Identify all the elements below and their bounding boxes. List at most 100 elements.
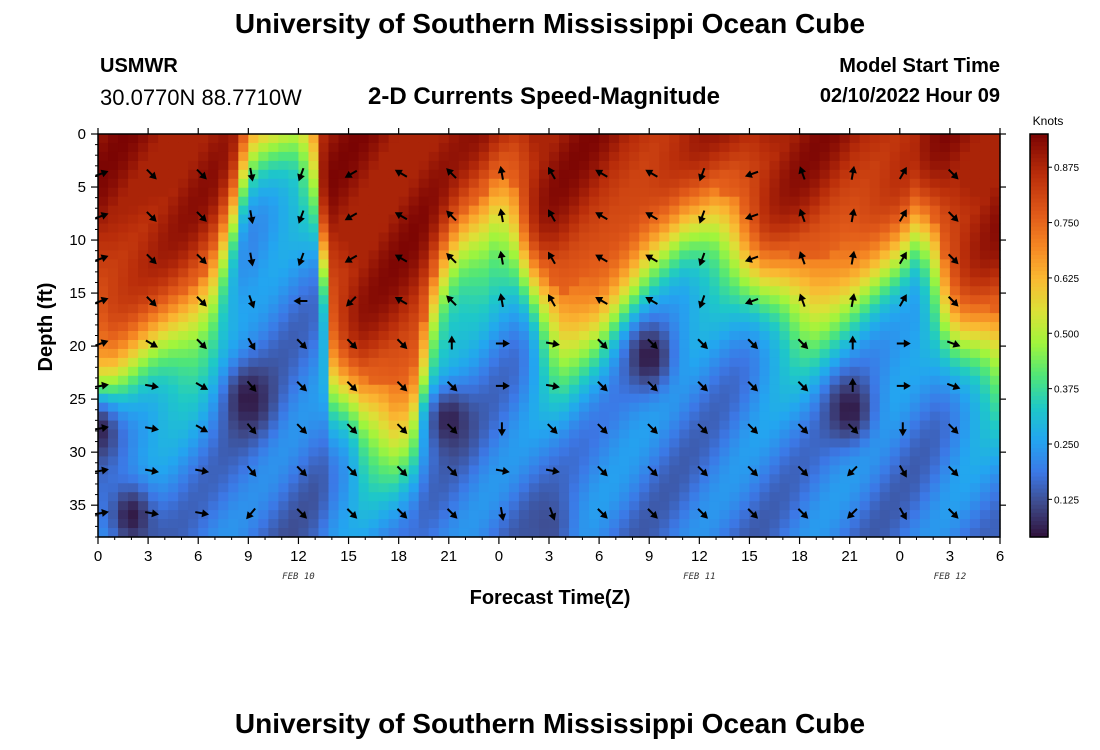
- heatmap-cell: [829, 169, 841, 180]
- heatmap-cell: [198, 438, 209, 449]
- x-tick-label: 0: [94, 548, 102, 565]
- heatmap-cell: [679, 223, 690, 234]
- heatmap-cell: [719, 169, 730, 180]
- heatmap-cell: [418, 214, 430, 225]
- heatmap-cell: [949, 438, 961, 449]
- heatmap-cell: [448, 393, 460, 404]
- heatmap-cell: [418, 483, 430, 493]
- heatmap-cell: [158, 366, 169, 377]
- heatmap-cell: [128, 277, 139, 287]
- colorbar-segment: [1030, 395, 1048, 401]
- heatmap-cell: [408, 250, 420, 260]
- heatmap-cell: [829, 196, 841, 207]
- heatmap-cell: [659, 393, 670, 404]
- heatmap-cell: [298, 286, 310, 296]
- heatmap-cell: [779, 331, 791, 341]
- heatmap-cell: [799, 232, 811, 243]
- current-vector-arrow: [697, 423, 708, 434]
- heatmap-cell: [589, 268, 600, 278]
- heatmap-cell: [729, 268, 741, 278]
- current-vector-arrow: [195, 424, 209, 433]
- heatmap-cell: [689, 402, 700, 413]
- heatmap-cell: [559, 393, 570, 404]
- heatmap-cell: [368, 259, 380, 269]
- heatmap-cell: [158, 268, 169, 278]
- heatmap-cell: [699, 357, 710, 368]
- heatmap-cell: [719, 223, 730, 234]
- heatmap-cell: [178, 268, 189, 278]
- heatmap-cell: [118, 393, 129, 404]
- heatmap-cell: [158, 483, 169, 493]
- colorbar-segment: [1030, 287, 1048, 292]
- heatmap-cell: [308, 223, 320, 234]
- heatmap-cell: [949, 223, 961, 234]
- heatmap-cell: [689, 196, 700, 207]
- heatmap-cell: [178, 169, 189, 180]
- heatmap-cell: [989, 411, 1001, 422]
- heatmap-cell: [899, 241, 911, 252]
- heatmap-cell: [589, 169, 600, 180]
- heatmap-cell: [138, 501, 149, 511]
- heatmap-cell: [398, 223, 410, 234]
- heatmap-cell: [458, 134, 470, 144]
- heatmap-cell: [468, 438, 480, 449]
- heatmap-cell: [98, 187, 109, 198]
- current-vector-arrow: [297, 167, 305, 182]
- heatmap-cell: [879, 169, 891, 180]
- heatmap-cell: [679, 456, 690, 466]
- heatmap-cell: [368, 510, 380, 520]
- heatmap-cell: [498, 411, 510, 422]
- heatmap-cell: [478, 447, 490, 457]
- heatmap-cell: [809, 447, 821, 457]
- heatmap-cell: [679, 214, 690, 225]
- colorbar-segment: [1030, 323, 1048, 329]
- heatmap-cell: [468, 151, 480, 162]
- heatmap-cell: [959, 501, 971, 511]
- heatmap-cell: [448, 483, 460, 493]
- heatmap-cell: [609, 214, 620, 225]
- heatmap-cell: [949, 142, 961, 153]
- heatmap-cell: [228, 250, 239, 260]
- heatmap-cell: [398, 348, 410, 359]
- heatmap-cell: [248, 357, 259, 368]
- heatmap-cell: [308, 142, 320, 153]
- heatmap-cell: [549, 223, 560, 234]
- heatmap-cell: [839, 286, 851, 296]
- heatmap-cell: [308, 160, 320, 171]
- heatmap-cell: [939, 483, 951, 493]
- heatmap-cell: [208, 366, 219, 377]
- heatmap-cell: [188, 187, 199, 198]
- heatmap-cell: [108, 357, 119, 368]
- heatmap-cell: [629, 286, 640, 296]
- heatmap-cell: [599, 501, 610, 511]
- colorbar-segment: [1030, 262, 1048, 268]
- heatmap-cell: [188, 438, 199, 449]
- heatmap-cell: [298, 268, 310, 278]
- heatmap-cell: [799, 429, 811, 440]
- heatmap-cell: [989, 474, 1001, 484]
- heatmap-cell: [619, 420, 630, 431]
- heatmap-cell: [188, 348, 199, 359]
- heatmap-cell: [418, 241, 430, 252]
- heatmap-cell: [458, 268, 470, 278]
- heatmap-cell: [959, 313, 971, 323]
- heatmap-cell: [849, 331, 861, 341]
- heatmap-cell: [869, 339, 881, 350]
- heatmap-cell: [699, 304, 710, 314]
- heatmap-cell: [819, 429, 831, 440]
- heatmap-cell: [769, 205, 781, 216]
- heatmap-cell: [599, 241, 610, 252]
- colorbar-segment: [1030, 476, 1048, 482]
- current-vector-arrow: [296, 508, 308, 519]
- heatmap-cell: [729, 250, 741, 260]
- heatmap-cell: [709, 492, 720, 502]
- heatmap-cell: [228, 411, 239, 422]
- heatmap-cell: [498, 474, 510, 484]
- heatmap-cell: [809, 196, 821, 207]
- heatmap-cell: [869, 214, 881, 225]
- colorbar-segment: [1030, 428, 1048, 433]
- heatmap-cell: [869, 519, 881, 529]
- heatmap-cell: [438, 519, 450, 529]
- heatmap-cell: [779, 348, 791, 359]
- heatmap-cell: [909, 510, 921, 520]
